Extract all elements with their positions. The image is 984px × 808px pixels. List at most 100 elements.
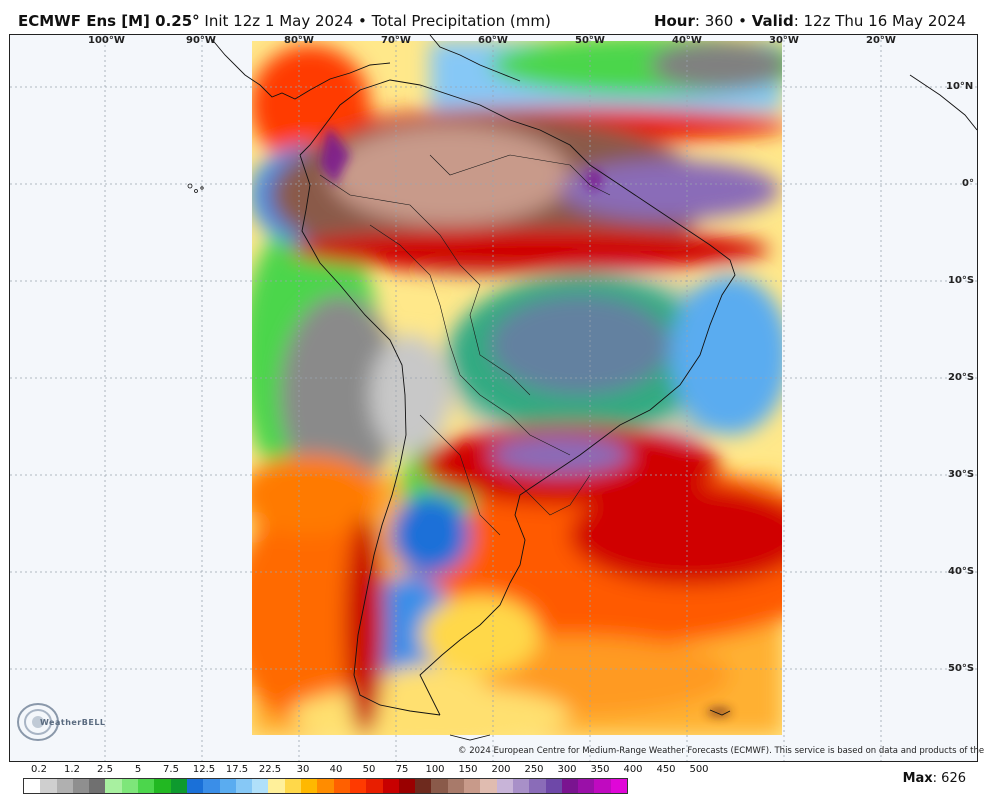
legend-swatch: [105, 779, 122, 793]
max-value: : 626: [932, 771, 966, 786]
lat-label-40s: 40°S: [948, 566, 975, 577]
legend-label: 0.2: [31, 764, 47, 775]
legend-swatch: [268, 779, 285, 793]
legend-label: 30: [296, 764, 310, 775]
legend-label: 50: [362, 764, 376, 775]
legend-label: 400: [623, 764, 643, 775]
legend-swatch: [415, 779, 432, 793]
legend-swatch: [594, 779, 611, 793]
galapagos-islands: [187, 183, 204, 193]
lon-label-20w: 20°W: [866, 35, 896, 46]
legend-swatch: [366, 779, 383, 793]
legend-label: 5: [134, 764, 142, 775]
legend-swatch: [121, 779, 139, 793]
ecmwf-credit: © 2024 European Centre for Medium-Range …: [458, 746, 984, 756]
lat-label-30s: 30°S: [948, 469, 975, 480]
legend-swatch: [349, 779, 367, 793]
max-value-label: Max: 626: [903, 771, 966, 786]
legend-label: 200: [491, 764, 511, 775]
coastlines: [209, 35, 977, 741]
legend-swatch: [610, 779, 627, 793]
field-name: Total Precipitation (mm): [371, 12, 551, 30]
lon-label-40w: 40°W: [672, 35, 702, 46]
legend-swatch: [529, 779, 546, 793]
degree-symbol: °: [192, 12, 200, 30]
legend-label: 250: [524, 764, 544, 775]
legend-swatch: [317, 779, 334, 793]
lon-label-90w: 90°W: [186, 35, 216, 46]
legend-swatch: [203, 779, 220, 793]
lat-label-50s: 50°S: [948, 663, 975, 674]
legend-swatch: [382, 779, 399, 793]
legend-swatch: [398, 779, 416, 793]
legend-swatch: [480, 779, 497, 793]
lat-label-0: 0°: [962, 178, 974, 189]
model-name: ECMWF Ens [M] 0.25: [18, 12, 193, 30]
legend-label: 350: [590, 764, 610, 775]
logo-swirl-icon: [17, 703, 59, 741]
init-text: Init 12z 1 May 2024: [204, 12, 354, 30]
legend-swatch: [561, 779, 579, 793]
legend-label: 22.5: [258, 764, 282, 775]
legend-label: 100: [425, 764, 445, 775]
legend-label: 75: [395, 764, 409, 775]
valid-time: Hour: 360 • Valid: 12z Thu 16 May 2024: [654, 12, 966, 30]
legend-swatch: [235, 779, 253, 793]
legend-label: 12.5: [192, 764, 216, 775]
legend-label: 2.5: [97, 764, 113, 775]
legend-label: 300: [557, 764, 577, 775]
legend-swatch: [252, 779, 269, 793]
header: ECMWF Ens [M] 0.25° Init 12z 1 May 2024 …: [0, 0, 984, 34]
legend-label: 40: [329, 764, 343, 775]
bullet: •: [357, 12, 367, 30]
legend-label: 500: [689, 764, 709, 775]
max-label: Max: [902, 771, 933, 786]
legend-swatch: [170, 779, 187, 793]
legend-swatch: [138, 779, 155, 793]
legend-swatch: [496, 779, 513, 793]
lon-label-100w: 100°W: [88, 35, 125, 46]
legend-swatch: [431, 779, 448, 793]
lon-label-70w: 70°W: [381, 35, 411, 46]
legend-swatch: [578, 779, 595, 793]
legend-swatch: [89, 779, 106, 793]
legend-swatch: [154, 779, 171, 793]
lon-label-60w: 60°W: [478, 35, 508, 46]
chart-title: ECMWF Ens [M] 0.25° Init 12z 1 May 2024 …: [18, 12, 551, 30]
lon-label-80w: 80°W: [284, 35, 314, 46]
legend-swatch: [24, 779, 41, 793]
legend-swatch: [512, 779, 530, 793]
precipitation-map: [10, 35, 977, 761]
bullet-2: •: [738, 12, 747, 30]
valid-value: : 12z Thu 16 May 2024: [793, 12, 966, 30]
lat-label-10s: 10°S: [948, 275, 975, 286]
country-borders: [319, 154, 611, 536]
map-frame: 100°W 90°W 80°W 70°W 60°W 50°W 40°W 30°W…: [9, 34, 978, 762]
legend-swatch: [284, 779, 302, 793]
legend-label: 450: [656, 764, 676, 775]
legend-swatch: [219, 779, 236, 793]
valid-label: Valid: [751, 12, 794, 30]
lon-label-50w: 50°W: [575, 35, 605, 46]
hour-value: : 360: [694, 12, 734, 30]
logo-text: WeatherBELL: [40, 718, 106, 727]
legend-swatch: [447, 779, 465, 793]
lat-label-10n: 10°N: [946, 81, 974, 92]
legend-color-bar: [23, 778, 628, 794]
legend-swatch: [56, 779, 73, 793]
legend-label: 7.5: [163, 764, 179, 775]
lat-label-20s: 20°S: [948, 372, 975, 383]
legend-swatch: [333, 779, 350, 793]
legend-label: 1.2: [64, 764, 80, 775]
precip-field: [252, 41, 782, 735]
precip-legend: 0.2 1.2 2.5 5 7.5 12.5 17.5 22.5 30 40 5…: [23, 764, 709, 794]
legend-swatch: [464, 779, 481, 793]
lon-label-30w: 30°W: [769, 35, 799, 46]
legend-label: 150: [458, 764, 478, 775]
legend-swatch: [40, 779, 57, 793]
hour-label: Hour: [653, 12, 695, 30]
graticule: [10, 35, 977, 761]
legend-swatch: [72, 779, 90, 793]
legend-labels: 0.2 1.2 2.5 5 7.5 12.5 17.5 22.5 30 40 5…: [23, 764, 713, 776]
weatherbell-logo: WeatherBELL: [14, 700, 105, 746]
